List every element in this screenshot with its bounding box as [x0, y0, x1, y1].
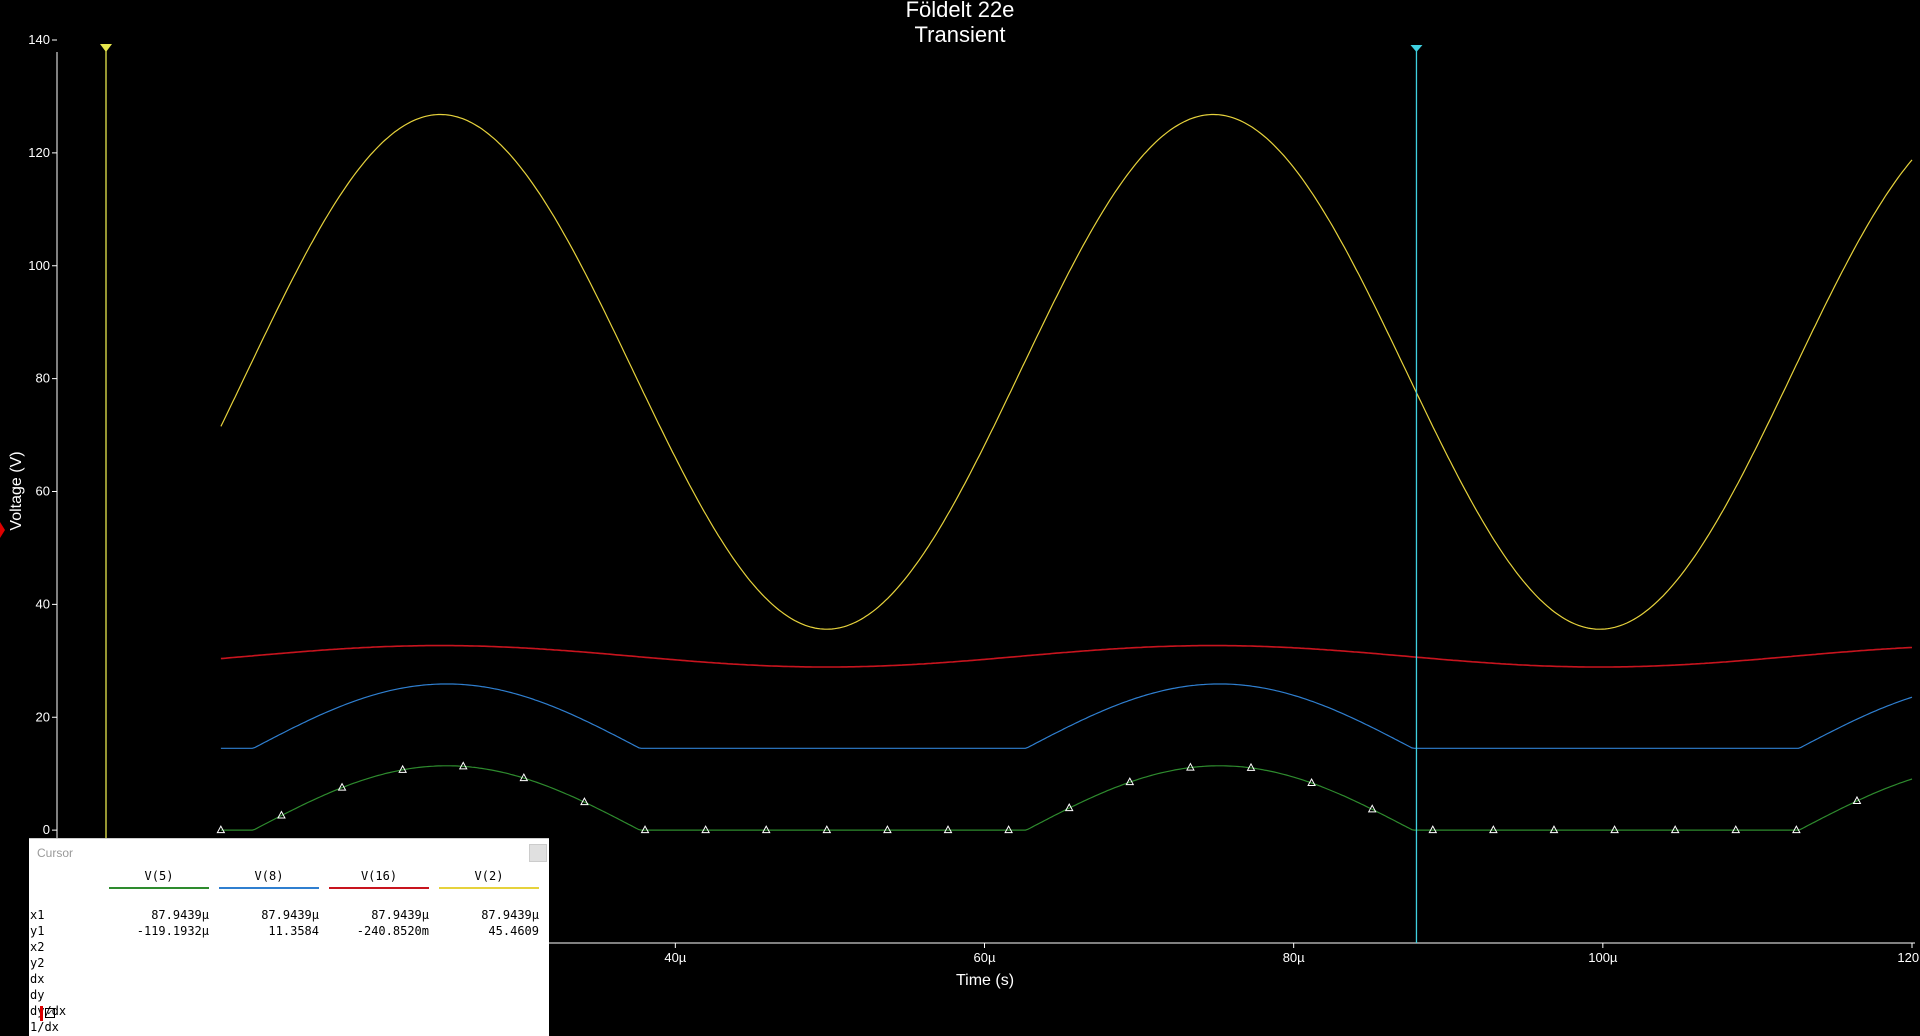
series-point-marker [1428, 825, 1438, 834]
column-header-v8: V(8) [219, 869, 319, 889]
y-tick-label: 80 [36, 371, 50, 386]
x-axis-label: Time (s) [955, 972, 1015, 989]
cursor-1-handle-icon[interactable] [1410, 45, 1423, 52]
series-swatch [439, 887, 539, 889]
series-point-marker [943, 825, 953, 834]
row-label-y1: y1 [30, 924, 45, 938]
series-point-marker [1367, 804, 1377, 813]
row-label-dx: dx [30, 972, 45, 986]
x-tick-label: 100µ [1588, 950, 1618, 965]
series-point-marker [761, 825, 771, 834]
column-header-v16: V(16) [329, 869, 429, 889]
series-point-marker [1307, 777, 1316, 787]
series-point-marker [1125, 777, 1135, 786]
x-tick-label: 40µ [664, 950, 686, 965]
series-swatch [109, 887, 209, 889]
series-point-marker [277, 810, 286, 819]
series-swatch [329, 887, 429, 889]
series-point-marker [1004, 825, 1013, 834]
axis-ticks: 40µ 60µ 80µ 100µ 120µ 0 20 40 60 80 100 120 140 [28, 32, 1920, 965]
chart-title: Földelt 22e [905, 0, 1015, 22]
y-tick-label: 120 [28, 145, 50, 160]
cursor-panel[interactable]: Cursor V(5) V(8) V(16) V(2) x1 y1 x2 y2 … [29, 838, 549, 1036]
column-header-v5: V(5) [109, 869, 209, 889]
x-tick-label: 60µ [974, 950, 996, 965]
series-point-marker [701, 825, 710, 834]
series-point-marker [580, 797, 589, 806]
series-line-V(16) [220, 644, 1913, 668]
series-point-marker [883, 825, 892, 834]
series-point-marker [1246, 762, 1256, 771]
axis-marker-icon [0, 522, 5, 538]
column-header-label: V(8) [254, 869, 284, 883]
row-label-inv-dx: 1/dx [30, 1020, 59, 1034]
cell-x1-v8: 87.9439µ [261, 908, 319, 922]
column-header-label: V(16) [360, 869, 398, 883]
cell-y1-v8: 11.3584 [268, 924, 319, 938]
y-tick-label: 60 [36, 484, 50, 499]
cell-y1-v2: 45.4609 [488, 924, 539, 938]
series-point-marker [1852, 795, 1862, 804]
series-point-marker [1792, 825, 1801, 834]
series-line-V(5) [220, 765, 1913, 831]
column-header-label: V(5) [144, 869, 174, 883]
series-point-marker [1670, 825, 1680, 834]
x-tick-label: 80µ [1283, 950, 1305, 965]
x-tick-label: 120µ [1897, 950, 1920, 965]
row-label-x1: x1 [30, 908, 45, 922]
y-tick-label: 100 [28, 258, 50, 273]
cell-x1-v2: 87.9439µ [481, 908, 539, 922]
series-point-marker [458, 761, 468, 770]
series-point-marker [640, 825, 650, 834]
column-header-v2: V(2) [439, 869, 539, 889]
series-point-marker [519, 773, 529, 782]
series-point-marker [1186, 762, 1195, 771]
cursor-2-handle-icon[interactable] [100, 44, 112, 52]
series-point-marker [1549, 825, 1559, 834]
series-line-V(2) [220, 113, 1913, 630]
cell-x1-v5: 87.9439µ [151, 908, 209, 922]
row-label-y2: y2 [30, 956, 45, 970]
cell-y1-v16: -240.8520m [356, 924, 429, 938]
series-point-marker [1064, 803, 1074, 812]
series-point-marker [337, 782, 347, 791]
series-point-marker [216, 825, 226, 834]
series-swatch [219, 887, 319, 889]
y-tick-label: 20 [36, 709, 50, 724]
series-line-V(8) [220, 683, 1913, 749]
selection-marker [40, 1006, 43, 1021]
row-label-x2: x2 [30, 940, 45, 954]
panel-close-button[interactable] [529, 844, 547, 862]
series-point-marker [1610, 825, 1619, 834]
show-cursor-checkbox[interactable]: ✓ [45, 1008, 55, 1018]
series-point-marker [822, 825, 832, 834]
series-layer [216, 113, 1913, 834]
row-label-dydx: dy/dx [30, 1004, 67, 1018]
cursor-layer[interactable] [100, 44, 1423, 943]
series-point-marker [1731, 825, 1741, 834]
chart-subtitle: Transient [914, 22, 1006, 47]
series-point-marker [1489, 825, 1498, 834]
y-tick-label: 40 [36, 596, 50, 611]
row-label-dy: dy [30, 988, 45, 1002]
cell-y1-v5: -119.1932µ [136, 924, 209, 938]
column-header-label: V(2) [474, 869, 504, 883]
y-tick-label: 0 [43, 822, 50, 837]
cursor-panel-title: Cursor [37, 846, 74, 860]
y-tick-label: 140 [28, 32, 50, 47]
y-axis-label: Voltage (V) [8, 451, 25, 531]
cell-x1-v16: 87.9439µ [371, 908, 429, 922]
series-point-marker [398, 764, 407, 773]
